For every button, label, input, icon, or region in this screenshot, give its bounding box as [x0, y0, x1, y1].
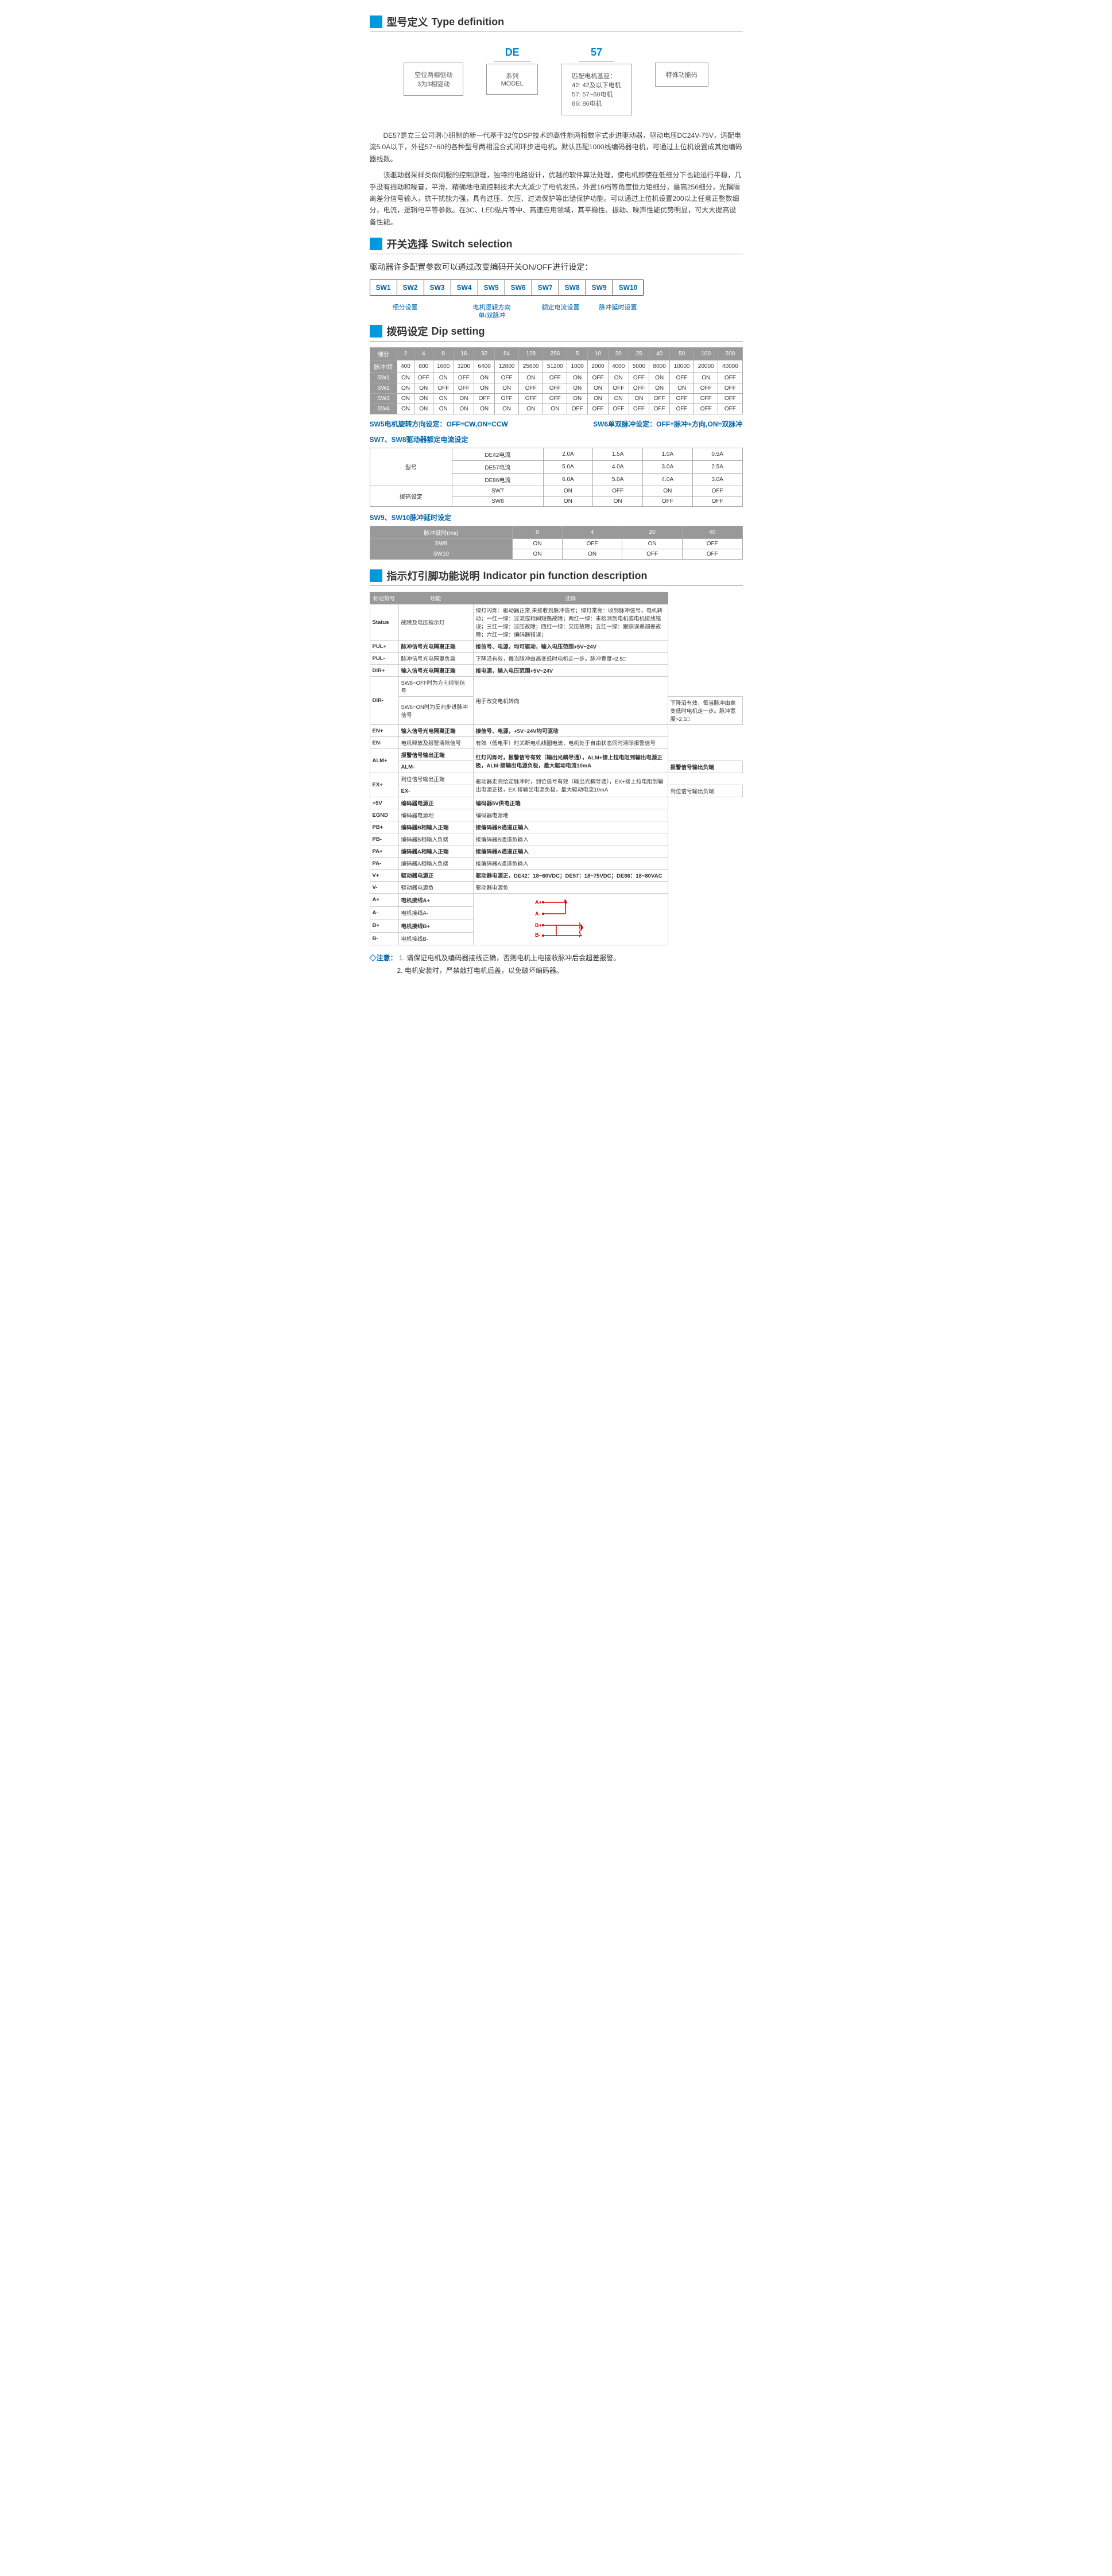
sw78-heading: SW7、SW8驱动器额定电流设定 — [370, 434, 743, 444]
sw2: SW2 — [397, 280, 424, 296]
title-cn: 拨码设定 — [387, 324, 428, 339]
sw5: SW5 — [478, 280, 505, 296]
sw6: SW6 — [505, 280, 532, 296]
type-col-1: 空位两相驱动 3为3相驱动 — [404, 46, 463, 115]
blue-square-icon — [370, 15, 382, 28]
type-col-3: 57 匹配电机基座： 42: 42及以下电机 57: 57~60电机 86: 8… — [561, 46, 632, 115]
section-header-typedef: 型号定义 Type definition — [370, 14, 743, 32]
blue-square-icon — [370, 569, 382, 582]
sw-brackets: 细分设置 电机逻辑方向 单/双脉冲 额定电流设置 脉冲延时设置 — [370, 298, 743, 315]
type-def-row: 空位两相驱动 3为3相驱动 DE 系列 MODEL 57 匹配电机基座： 42:… — [370, 46, 743, 115]
title-en: Indicator pin function description — [483, 570, 648, 582]
title-en: Type definition — [432, 16, 505, 28]
sw7: SW7 — [532, 280, 559, 296]
svg-text:A+: A+ — [535, 899, 542, 905]
type-box-2: 系列 MODEL — [486, 64, 538, 95]
microstep-table: 细分24816326412825651020254050100200脉冲/转40… — [370, 347, 743, 414]
sw910-heading: SW9、SW10脉冲延时设定 — [370, 513, 743, 522]
type-box-4: 特殊功能码 — [655, 63, 708, 87]
sw3: SW3 — [424, 280, 451, 296]
sw9: SW9 — [586, 280, 613, 296]
section-header-indicator: 指示灯引脚功能说明 Indicator pin function descrip… — [370, 568, 743, 586]
blue-square-icon — [370, 238, 382, 250]
title-cn: 指示灯引脚功能说明 — [387, 568, 480, 583]
sw-row: SW1 SW2 SW3 SW4 SW5 SW6 SW7 SW8 SW9 SW10 — [370, 280, 743, 296]
sw56-row: SW5电机旋转方向设定：OFF=CW,ON=CCW SW6单双脉冲设定：OFF=… — [370, 419, 743, 429]
t2l0: 系列 — [497, 71, 527, 80]
sw5-text: SW5电机旋转方向设定：OFF=CW,ON=CCW — [370, 419, 508, 429]
type-box-3: 匹配电机基座： 42: 42及以下电机 57: 57~60电机 86: 86电机 — [561, 64, 632, 115]
title-cn: 开关选择 — [387, 236, 428, 251]
t3l0: 匹配电机基座： — [572, 71, 621, 80]
sw10: SW10 — [613, 280, 644, 296]
sw1: SW1 — [370, 280, 397, 296]
t1l0: 空位两相驱动 — [414, 70, 452, 79]
t3l1: 42: 42及以下电机 — [572, 80, 621, 90]
br3: 额定电流设置 — [542, 302, 580, 312]
section-header-switch: 开关选择 Switch selection — [370, 236, 743, 254]
type-box-1: 空位两相驱动 3为3相驱动 — [404, 63, 463, 96]
t2l1: MODEL — [497, 80, 527, 87]
t4l0: 特殊功能码 — [666, 70, 698, 79]
type-col-2: DE 系列 MODEL — [486, 46, 538, 115]
br2b: 单/双脉冲 — [479, 311, 506, 320]
notice-label: ◇注意： — [370, 954, 397, 962]
notice: ◇注意： 1. 请保证电机及编码器接线正确，否则电机上电接收脉冲后会超差报警。 … — [370, 952, 743, 977]
br1: 细分设置 — [393, 302, 418, 312]
title-cn: 型号定义 — [387, 14, 428, 29]
t3l2: 57: 57~60电机 — [572, 90, 621, 99]
sw8: SW8 — [559, 280, 586, 296]
type-label-57: 57 — [579, 46, 614, 61]
t1l1: 3为3相驱动 — [414, 79, 452, 88]
desc-p2: 该驱动器采样类似伺服的控制原理，独特的电路设计，优越的软件算法处理，使电机即使在… — [370, 169, 743, 228]
type-label-de: DE — [494, 46, 531, 61]
notice-1: 1. 请保证电机及编码器接线正确，否则电机上电接收脉冲后会超差报警。 — [399, 954, 620, 962]
type-col-4: 特殊功能码 — [655, 46, 708, 115]
sw4: SW4 — [451, 280, 478, 296]
title-en: Switch selection — [432, 238, 513, 250]
switch-intro: 驱动器许多配置参数可以通过改变编码开关ON/OFF进行设定： — [370, 261, 743, 273]
svg-text:B+: B+ — [535, 922, 542, 928]
title-en: Dip setting — [432, 325, 485, 337]
section-header-dip: 拨码设定 Dip setting — [370, 324, 743, 342]
sw910-table: 脉冲延时(ms)042040SW9ONOFFONOFFSW10ONONOFFOF… — [370, 526, 743, 560]
desc-p1: DE57是立三公司潜心研制的新一代基于32位DSP技术的高性能两相数字式步进驱动… — [370, 130, 743, 165]
notice-2: 2. 电机安装时，严禁敲打电机后盖，以免破坏编码器。 — [397, 965, 563, 977]
svg-text:B-: B- — [535, 932, 541, 938]
sw6-text: SW6单双脉冲设定：OFF=脉冲+方向,ON=双脉冲 — [593, 419, 742, 429]
t3l3: 86: 86电机 — [572, 99, 621, 108]
pin-table: 标记符号功能注释Status故障及电压指示灯绿灯闪烁：驱动器正常,未接收到脉冲信… — [370, 592, 743, 945]
blue-square-icon — [370, 325, 382, 337]
br4: 脉冲延时设置 — [599, 302, 637, 312]
sw78-table: 型号DE42电流2.0A1.5A1.0A0.5ADE57电流5.0A4.0A3.… — [370, 448, 743, 507]
svg-text:A-: A- — [535, 911, 541, 917]
